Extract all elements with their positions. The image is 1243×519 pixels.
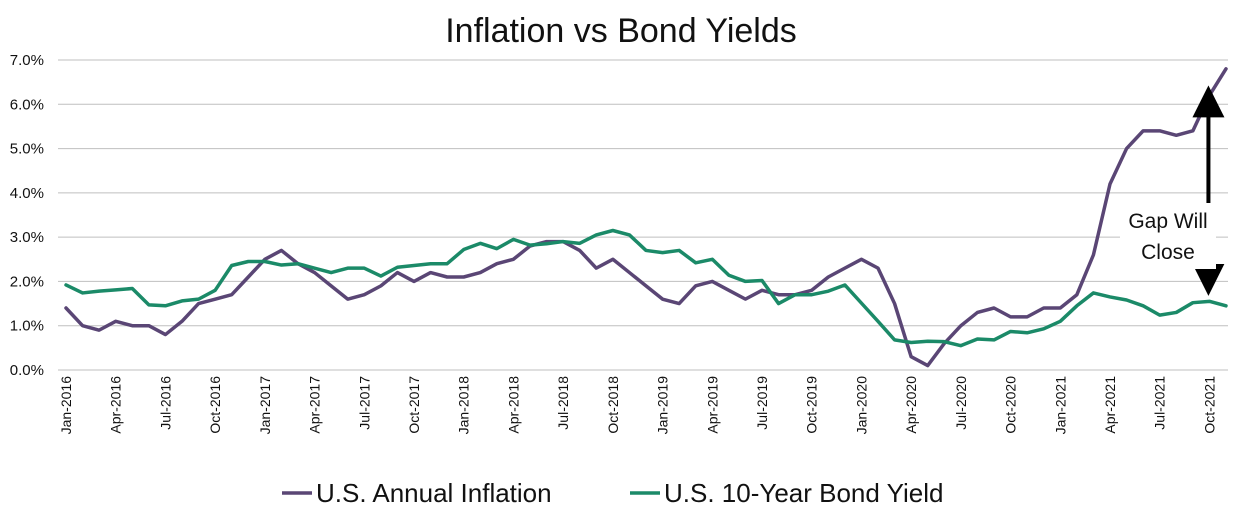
x-tick-label: Jul-2019	[754, 376, 770, 430]
legend-label-u-s-annual-inflation: U.S. Annual Inflation	[316, 478, 552, 508]
legend-label-u-s-10-year-bond-yield: U.S. 10-Year Bond Yield	[664, 478, 943, 508]
x-tick-label: Apr-2016	[108, 376, 124, 434]
x-tick-label: Jul-2021	[1152, 376, 1168, 430]
chart-title: Inflation vs Bond Yields	[445, 12, 797, 50]
x-tick-label: Jan-2019	[655, 376, 671, 435]
series-line-u-s-annual-inflation	[64, 67, 1228, 368]
gap-annotation: Gap Will Close	[1120, 85, 1225, 296]
x-tick-label: Jul-2018	[555, 376, 571, 430]
x-tick-label: Apr-2017	[307, 376, 323, 434]
y-tick-label: 6.0%	[10, 96, 44, 113]
x-tick-label: Oct-2020	[1003, 376, 1019, 434]
y-tick-label: 1.0%	[10, 318, 44, 335]
y-tick-label: 3.0%	[10, 229, 44, 246]
x-tick-label: Jan-2016	[58, 376, 74, 435]
x-tick-label: Oct-2016	[207, 376, 223, 434]
y-tick-label: 2.0%	[10, 273, 44, 290]
x-tick-label: Apr-2019	[704, 376, 720, 434]
y-tick-label: 5.0%	[10, 141, 44, 158]
x-tick-label: Jan-2021	[1052, 376, 1068, 435]
legend: U.S. Annual Inflation U.S. 10-Year Bond Y…	[282, 478, 943, 508]
y-axis-tick-labels: 0.0% 1.0% 2.0% 3.0% 4.0% 5.0% 6.0% 7.0%	[10, 52, 44, 379]
x-tick-label: Apr-2021	[1102, 376, 1118, 434]
y-tick-label: 4.0%	[10, 185, 44, 202]
x-tick-label: Apr-2020	[903, 376, 919, 434]
x-tick-label: Jan-2017	[257, 376, 273, 435]
x-tick-label: Oct-2017	[406, 376, 422, 434]
x-tick-label: Oct-2018	[605, 376, 621, 434]
x-tick-label: Oct-2019	[804, 376, 820, 434]
annotation-text-line-1: Gap Will	[1128, 210, 1207, 233]
x-tick-label: Jan-2020	[853, 376, 869, 435]
x-tick-label: Jul-2020	[953, 376, 969, 430]
x-tick-label: Jul-2016	[157, 376, 173, 430]
x-axis-tick-labels: Jan-2016 Apr-2016 Jul-2016 Oct-2016 Jan-2017…	[58, 376, 1217, 435]
x-tick-label: Apr-2018	[505, 376, 521, 434]
x-tick-label: Oct-2021	[1201, 376, 1217, 434]
annotation-background	[1120, 203, 1216, 269]
y-tick-label: 0.0%	[10, 362, 44, 379]
x-tick-label: Jul-2017	[356, 376, 372, 430]
series-lines	[64, 67, 1228, 368]
x-tick-label: Jan-2018	[456, 376, 472, 435]
annotation-text-line-2: Close	[1141, 241, 1195, 264]
series-line-u-s-10-year-bond-yield	[64, 228, 1228, 348]
y-tick-label: 7.0%	[10, 52, 44, 69]
